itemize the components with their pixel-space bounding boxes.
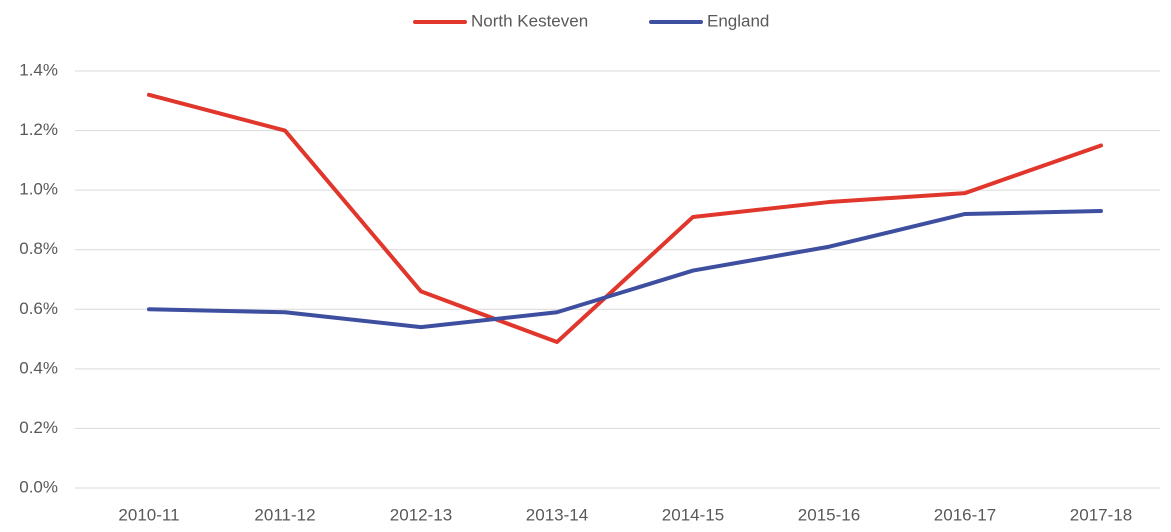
x-tick-label: 2013-14 [526,505,588,524]
y-tick-label: 0.6% [19,299,58,318]
legend-label: North Kesteven [471,11,588,30]
y-tick-label: 0.4% [19,358,58,377]
y-tick-label: 0.0% [19,477,58,496]
x-tick-label: 2012-13 [390,505,452,524]
y-tick-label: 1.2% [19,120,58,139]
y-tick-label: 1.0% [19,180,58,199]
y-tick-label: 1.4% [19,60,58,79]
x-tick-label: 2017-18 [1070,505,1132,524]
y-tick-label: 0.2% [19,418,58,437]
x-tick-label: 2015-16 [798,505,860,524]
series-line [147,208,1103,330]
series-line [147,92,1103,345]
x-tick-label: 2010-11 [118,505,179,524]
y-tick-label: 0.8% [19,239,58,258]
legend-label: England [707,11,769,30]
x-tick-label: 2014-15 [662,505,724,524]
x-tick-label: 2011-12 [254,505,315,524]
x-tick-label: 2016-17 [934,505,996,524]
